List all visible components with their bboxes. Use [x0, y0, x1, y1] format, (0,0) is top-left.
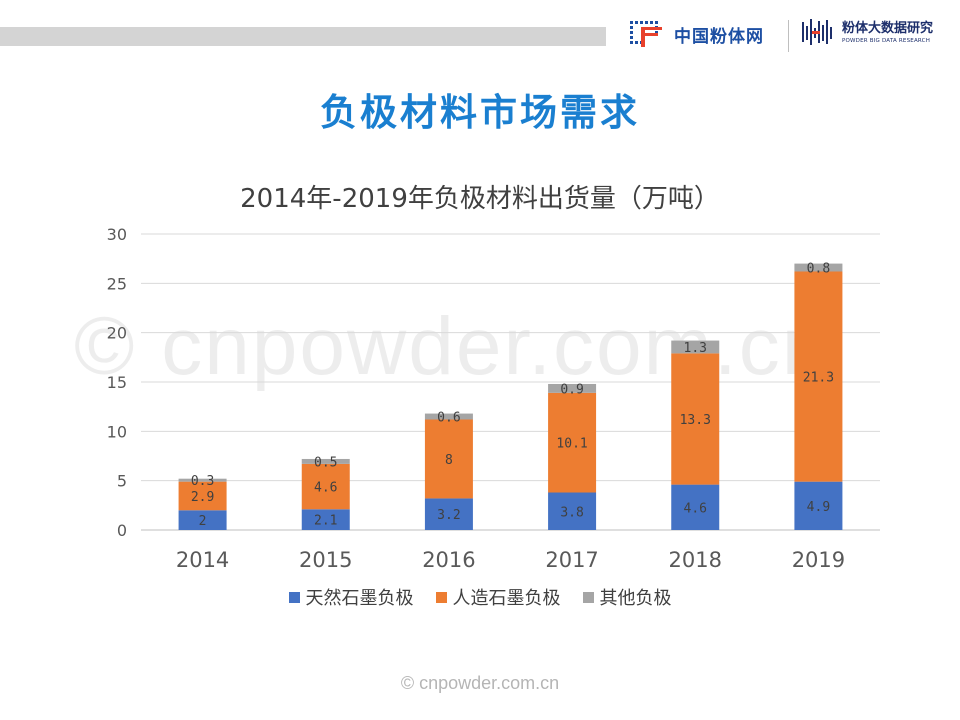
data-label-natural: 3.2 — [437, 508, 460, 523]
cnpowder-logo-icon — [630, 21, 662, 47]
data-label-artificial: 13.3 — [680, 413, 711, 428]
data-label-other: 0.3 — [191, 474, 214, 489]
bar-segment-artificial — [178, 481, 227, 511]
legend-label-natural: 天然石墨负极 — [305, 588, 414, 609]
bar-segment-artificial — [548, 392, 597, 493]
data-label-artificial: 10.1 — [556, 437, 587, 452]
bar-segment-artificial — [301, 463, 350, 510]
y-tick-label: 0 — [117, 521, 127, 540]
brand2-name: 粉体大数据研究 — [842, 20, 934, 36]
legend-item-other: 其他负极 — [582, 584, 672, 610]
brand-logo-cnpowder: 中国粉体网 — [628, 17, 764, 51]
brand-logo-bigdata: 粉体大数据研究 POWDER BIG DATA RESEARCH — [800, 16, 933, 50]
y-tick-label: 15 — [107, 373, 127, 392]
y-tick-label: 25 — [107, 274, 127, 293]
bar-segment-other — [178, 478, 227, 482]
x-tick-label: 2017 — [545, 548, 598, 572]
legend-item-natural: 天然石墨负极 — [288, 584, 414, 610]
y-tick-label: 30 — [107, 225, 127, 244]
logo-separator — [788, 20, 789, 52]
bar-segment-artificial — [671, 353, 720, 485]
data-label-other: 0.9 — [560, 382, 583, 397]
page-title: 负极材料市场需求 — [320, 91, 640, 134]
header-bar — [0, 27, 606, 46]
y-tick-label: 10 — [107, 422, 127, 441]
bar-segment-other — [671, 340, 720, 354]
bar-segment-other — [548, 383, 597, 393]
data-label-artificial: 2.9 — [191, 490, 214, 505]
y-tick-label: 20 — [107, 324, 127, 343]
bar-segment-other — [301, 458, 350, 464]
x-tick-label: 2016 — [422, 548, 475, 572]
bar-segment-natural — [301, 509, 350, 530]
bar-segment-other — [424, 413, 473, 420]
bar-segment-natural — [548, 492, 597, 530]
bar-segment-natural — [671, 484, 720, 530]
chart-title: 2014年-2019年负极材料出货量（万吨） — [240, 184, 720, 214]
bar-segment-artificial — [794, 271, 843, 482]
data-label-artificial: 21.3 — [803, 371, 834, 386]
data-label-other: 0.5 — [314, 455, 337, 470]
legend-swatch-natural — [288, 591, 300, 603]
bar-segment-natural — [178, 510, 227, 530]
data-label-other: 0.6 — [437, 411, 460, 426]
data-label-other: 1.3 — [684, 341, 707, 356]
data-label-artificial: 8 — [445, 453, 453, 468]
x-tick-label: 2018 — [669, 548, 722, 572]
legend-swatch-artificial — [435, 591, 447, 603]
legend-label-other: 其他负极 — [599, 588, 672, 609]
bar-segment-artificial — [424, 419, 473, 499]
legend-swatch-other — [582, 591, 594, 603]
data-label-natural: 4.9 — [807, 500, 830, 515]
bar-segment-natural — [424, 498, 473, 530]
legend-item-artificial: 人造石墨负极 — [435, 584, 561, 610]
bar-segment-natural — [794, 481, 843, 530]
x-tick-label: 2014 — [176, 548, 229, 572]
data-label-natural: 2 — [199, 514, 207, 529]
header-bar-cut — [590, 27, 606, 46]
x-tick-label: 2019 — [792, 548, 845, 572]
data-label-other: 0.8 — [807, 262, 830, 277]
data-label-artificial: 4.6 — [314, 481, 337, 496]
bigdata-logo-icon — [802, 19, 832, 45]
y-tick-label: 5 — [117, 472, 127, 491]
x-tick-label: 2015 — [299, 548, 352, 572]
footer-copyright: © cnpowder.com.cn — [400, 673, 560, 693]
data-label-natural: 3.8 — [560, 505, 583, 520]
bar-segment-other — [794, 263, 843, 272]
brand2-subtitle: POWDER BIG DATA RESEARCH — [842, 37, 931, 44]
data-label-natural: 2.1 — [314, 514, 337, 529]
legend-label-artificial: 人造石墨负极 — [452, 588, 561, 609]
data-label-natural: 4.6 — [684, 501, 707, 516]
brand1-name: 中国粉体网 — [674, 26, 764, 47]
chart-legend: 天然石墨负极 人造石墨负极 其他负极 — [0, 584, 960, 610]
